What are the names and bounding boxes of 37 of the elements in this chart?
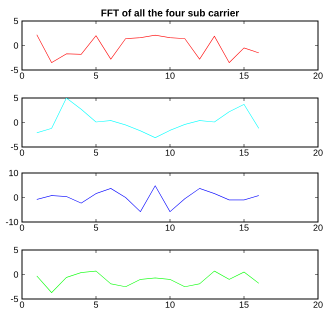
x-tick-label: 0	[20, 150, 24, 156]
x-tick-label: 5	[94, 72, 98, 79]
x-tick-label: 0	[20, 224, 24, 231]
y-tick-label: 0	[14, 271, 18, 278]
x-tick-label: 5	[94, 224, 98, 231]
x-tick-label: 20	[313, 150, 323, 156]
x-tick-label: 15	[240, 150, 249, 156]
y-tick-label: 0	[14, 42, 18, 49]
line-series	[36, 270, 260, 293]
line-series	[36, 185, 260, 212]
x-tick-label: 20	[313, 72, 323, 79]
x-tick-label: 20	[313, 302, 323, 308]
y-tick-label: 0	[14, 119, 18, 126]
y-tick-label: -5	[10, 296, 18, 302]
y-tick-label: 5	[14, 94, 18, 102]
x-tick-label: 10	[166, 72, 175, 79]
x-tick-label: 15	[240, 72, 249, 79]
x-tick-label: 0	[20, 302, 24, 308]
line-series	[36, 34, 260, 63]
line-series	[36, 98, 260, 138]
x-tick-label: 10	[166, 224, 175, 231]
y-tick-label: -10	[6, 218, 18, 226]
x-tick-label: 0	[20, 72, 24, 79]
x-tick-label: 15	[240, 302, 249, 308]
y-tick-label: 5	[14, 18, 18, 24]
y-tick-label: -5	[10, 144, 18, 150]
y-tick-label: 5	[14, 246, 18, 254]
x-tick-label: 20	[313, 224, 323, 231]
x-tick-label: 5	[94, 150, 98, 156]
x-tick-label: 5	[94, 302, 98, 308]
chart-title: FFT of all the four sub carrier	[101, 9, 240, 16]
y-tick-label: 10	[9, 170, 18, 176]
y-tick-label: -5	[10, 66, 18, 74]
x-tick-label: 15	[240, 224, 249, 231]
x-tick-label: 10	[166, 150, 175, 156]
y-tick-label: 0	[14, 194, 18, 201]
x-tick-label: 10	[166, 302, 175, 308]
